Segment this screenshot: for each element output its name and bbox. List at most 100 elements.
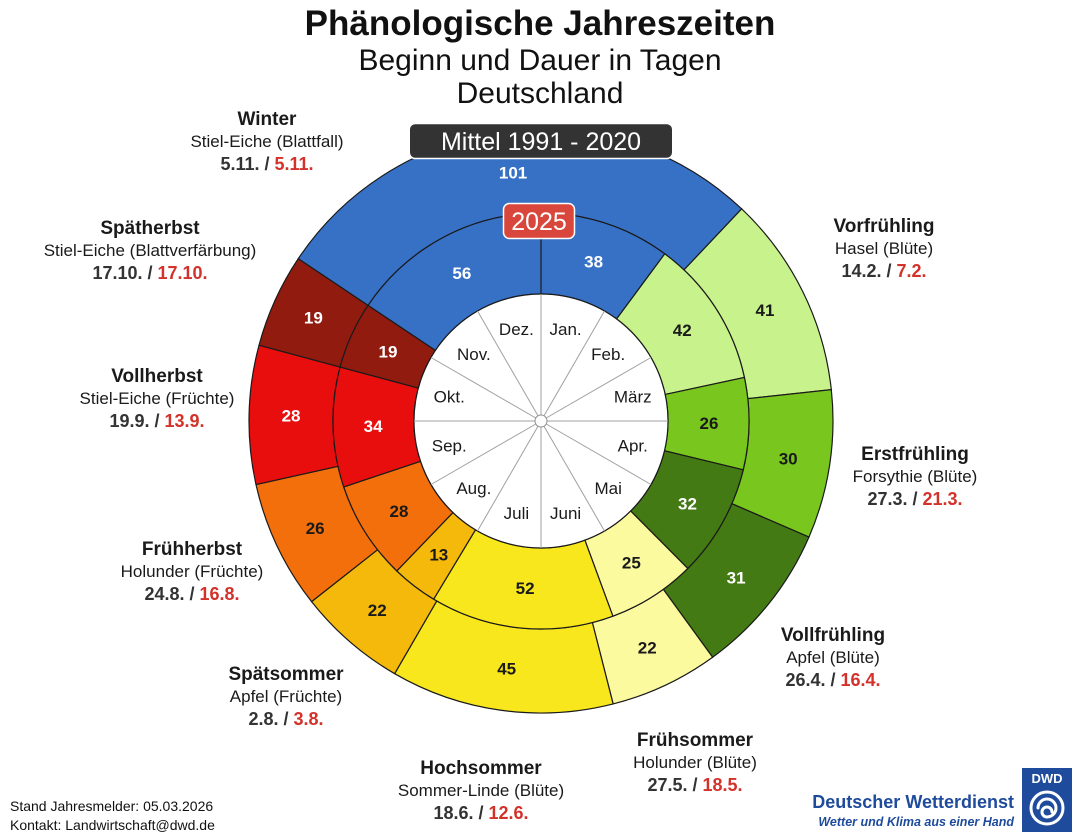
month-label: Sep. [432,437,467,456]
date-mean: 19.9. [109,411,150,431]
month-divider [545,423,652,485]
season-plant: Holunder (Früchte) [120,562,264,581]
chart-title: Phänologische Jahreszeiten [304,4,776,43]
days-2025-label: 25 [622,554,641,573]
date-mean: 5.11. [220,154,260,174]
days-2025-label: 13 [429,545,448,564]
month-label: Juli [504,504,530,523]
days-2025-label: 56 [452,264,471,283]
date-mean: 18.6. [433,803,474,823]
season-name: Erstfrühling [861,444,969,465]
season-name: Winter [237,109,297,130]
mean-days-label: 28 [282,407,301,426]
season-name: Vollfrühling [780,625,886,646]
mean-days-label: 22 [638,638,657,657]
date-2025: 16.8. [199,584,240,604]
season-dates: 2.8. / 3.8. [248,709,324,729]
month-label: Aug. [456,479,491,498]
season-name: Spätsommer [228,664,344,685]
season-dates: 27.5. / 18.5. [647,775,743,795]
date-2025: 5.11. [274,154,314,174]
date-mean: 24.8. [144,584,185,604]
logo-text: DWD [1031,771,1063,786]
season-dates: 5.11. / 5.11. [220,154,314,174]
month-label: Apr. [618,437,648,456]
chart-region: Deutschland [456,77,624,110]
brand-name: Deutscher Wetterdienst [812,792,1014,812]
season-dates: 14.2. / 7.2. [841,261,927,281]
days-2025-label: 26 [700,414,719,433]
date-mean: 26.4. [785,670,826,690]
mean-ring-badge: Mittel 1991 - 2020 [408,122,674,160]
label-vollfruehling: Vollfrühling Apfel (Blüte) 26.4. / 16.4. [683,624,983,692]
season-plant: Sommer-Linde (Blüte) [397,781,565,800]
season-dates: 19.9. / 13.9. [109,411,205,431]
label-spaetherbst: Spätherbst Stiel-Eiche (Blattverfärbung)… [0,217,300,285]
month-divider [430,357,537,419]
date-2025: 16.4. [840,670,881,690]
mean-days-label: 31 [727,568,746,587]
season-name: Hochsommer [420,758,542,779]
month-label: Mai [594,479,621,498]
label-vollherbst: Vollherbst Stiel-Eiche (Früchte) 19.9. /… [7,365,307,433]
date-2025: 18.5. [702,775,743,795]
ring-2025-badge-text: 2025 [511,208,567,236]
days-2025-label: 32 [678,494,697,513]
label-fruehherbst: Frühherbst Holunder (Früchte) 24.8. / 16… [42,538,342,606]
date-2025: 17.10. [157,263,208,283]
mean-ring-badge-text: Mittel 1991 - 2020 [441,128,641,156]
mean-days-label: 22 [368,601,387,620]
mean-days-label: 45 [497,660,516,679]
days-2025-label: 38 [584,252,603,271]
title-block: Phänologische Jahreszeiten Beginn und Da… [0,4,1080,110]
month-label: März [614,387,652,406]
season-plant: Holunder (Blüte) [633,753,757,772]
rings [248,128,834,714]
date-2025: 12.6. [488,803,529,823]
date-2025: 7.2. [896,261,927,281]
month-divider [477,310,539,417]
season-dates: 24.8. / 16.8. [144,584,240,604]
dwd-logo: DWD [1022,768,1072,832]
label-fruehsommer: Frühsommer Holunder (Blüte) 27.5. / 18.5… [545,729,845,797]
season-plant: Stiel-Eiche (Blattverfärbung) [43,241,257,260]
mean-days-label: 26 [306,519,325,538]
month-label: Jan. [550,320,582,339]
season-dates: 26.4. / 16.4. [785,670,881,690]
season-dates: 18.6. / 12.6. [433,803,529,823]
season-name: Vorfrühling [833,216,935,237]
month-label: Dez. [499,320,534,339]
ring-2025-badge: 2025 [502,202,576,240]
month-divider [477,425,539,532]
days-2025-label: 42 [673,321,692,340]
days-2025-label: 52 [516,579,535,598]
footer-contact[interactable]: Kontakt: Landwirtschaft@dwd.de [10,817,215,833]
month-divider [543,310,605,417]
season-plant: Apfel (Blüte) [786,648,880,667]
date-2025: 3.8. [293,709,324,729]
label-vorfruehling: Vorfrühling Hasel (Blüte) 14.2. / 7.2. [734,215,1034,283]
chart-subtitle: Beginn und Dauer in Tagen [358,44,722,77]
season-name: Frühherbst [141,539,243,560]
month-label: Feb. [591,345,625,364]
footer: Stand Jahresmelder: 05.03.2026 Kontakt: … [10,797,215,835]
month-label: Juni [550,504,581,523]
season-name: Frühsommer [636,730,754,751]
season-plant: Stiel-Eiche (Blattfall) [190,132,344,151]
date-mean: 27.5. [647,775,688,795]
label-winter: Winter Stiel-Eiche (Blattfall) 5.11. / 5… [117,108,417,176]
swirl-icon [1029,790,1065,826]
mean-days-label: 101 [499,164,527,183]
mean-days-label: 41 [755,301,774,320]
brand-slogan: Wetter und Klima aus einer Hand [818,815,1014,829]
mean-days-label: 19 [304,309,323,328]
month-divider [543,425,605,532]
mean-days-label: 30 [779,450,798,469]
days-2025-label: 19 [379,343,398,362]
date-mean: 17.10. [92,263,143,283]
month-label: Nov. [457,345,491,364]
season-name: Spätherbst [100,218,200,239]
date-mean: 14.2. [841,261,882,281]
label-hochsommer: Hochsommer Sommer-Linde (Blüte) 18.6. / … [331,757,631,825]
